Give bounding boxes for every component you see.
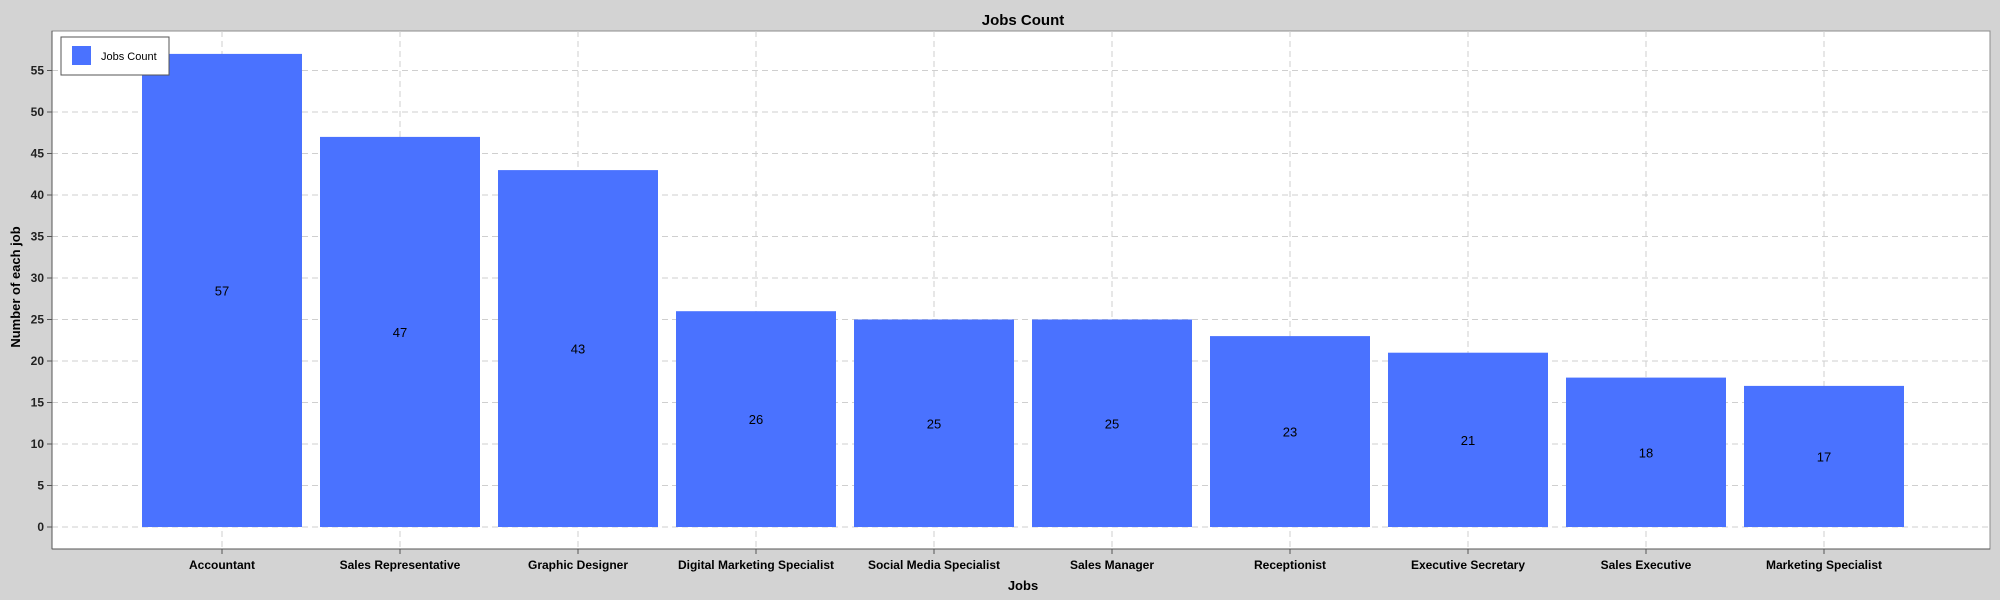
y-tick-label: 35 [31,230,45,244]
y-axis-label: Number of each job [8,226,23,347]
x-axis-label: Jobs [1008,578,1038,593]
y-tick-label: 0 [37,520,44,534]
y-tick-label: 45 [31,147,45,161]
y-tick-label: 40 [31,188,45,202]
legend: Jobs Count [60,36,170,76]
bar [1744,385,1904,527]
y-tick-label: 25 [31,313,45,327]
bar-value-label: 23 [1283,425,1297,440]
x-category-label: Receptionist [1254,558,1326,572]
bar [498,170,658,527]
x-category-label: Digital Marketing Specialist [678,558,834,572]
bar [1566,377,1726,527]
x-category-label: Sales Manager [1070,558,1154,572]
y-tick-label: 10 [31,437,45,451]
y-tick-label: 5 [37,479,44,493]
x-category-label: Social Media Specialist [868,558,1000,572]
bar-value-label: 21 [1461,433,1475,448]
chart-title: Jobs Count [982,12,1065,29]
y-tick-label: 15 [31,396,45,410]
bar-value-label: 25 [1105,416,1119,431]
y-tick-label: 55 [31,64,45,78]
x-category-label: Accountant [189,558,255,572]
bar [320,136,480,527]
y-tick-label: 30 [31,271,45,285]
y-tick-label: 20 [31,354,45,368]
bar-value-label: 57 [215,283,229,298]
legend-label: Jobs Count [101,51,157,63]
bars: 57 47 43 26 25 25 23 21 18 17 [142,53,1904,528]
legend-swatch [72,46,91,65]
x-category-label: Executive Secretary [1411,558,1525,572]
bar [142,53,302,528]
bar [1388,352,1548,527]
y-tick-label: 50 [31,105,45,119]
bar-value-label: 47 [393,325,407,340]
bar-value-label: 26 [749,412,763,427]
x-category-label: Marketing Specialist [1766,558,1882,572]
bar [1210,336,1370,527]
bar-value-label: 18 [1639,445,1653,460]
bar [854,319,1014,527]
x-category-label: Graphic Designer [528,558,628,572]
bar-value-label: 43 [571,342,585,357]
x-category-label: Sales Representative [340,558,461,572]
bar [1032,319,1192,527]
x-category-label: Sales Executive [1601,558,1692,572]
bar [676,311,836,527]
bar-value-label: 25 [927,416,941,431]
y-axis-ticks: 0 5 10 15 20 25 30 35 40 45 50 55 [31,64,52,534]
x-axis-categories: Accountant Sales Representative Graphic De… [189,549,1882,572]
bar-value-label: 17 [1817,449,1831,464]
